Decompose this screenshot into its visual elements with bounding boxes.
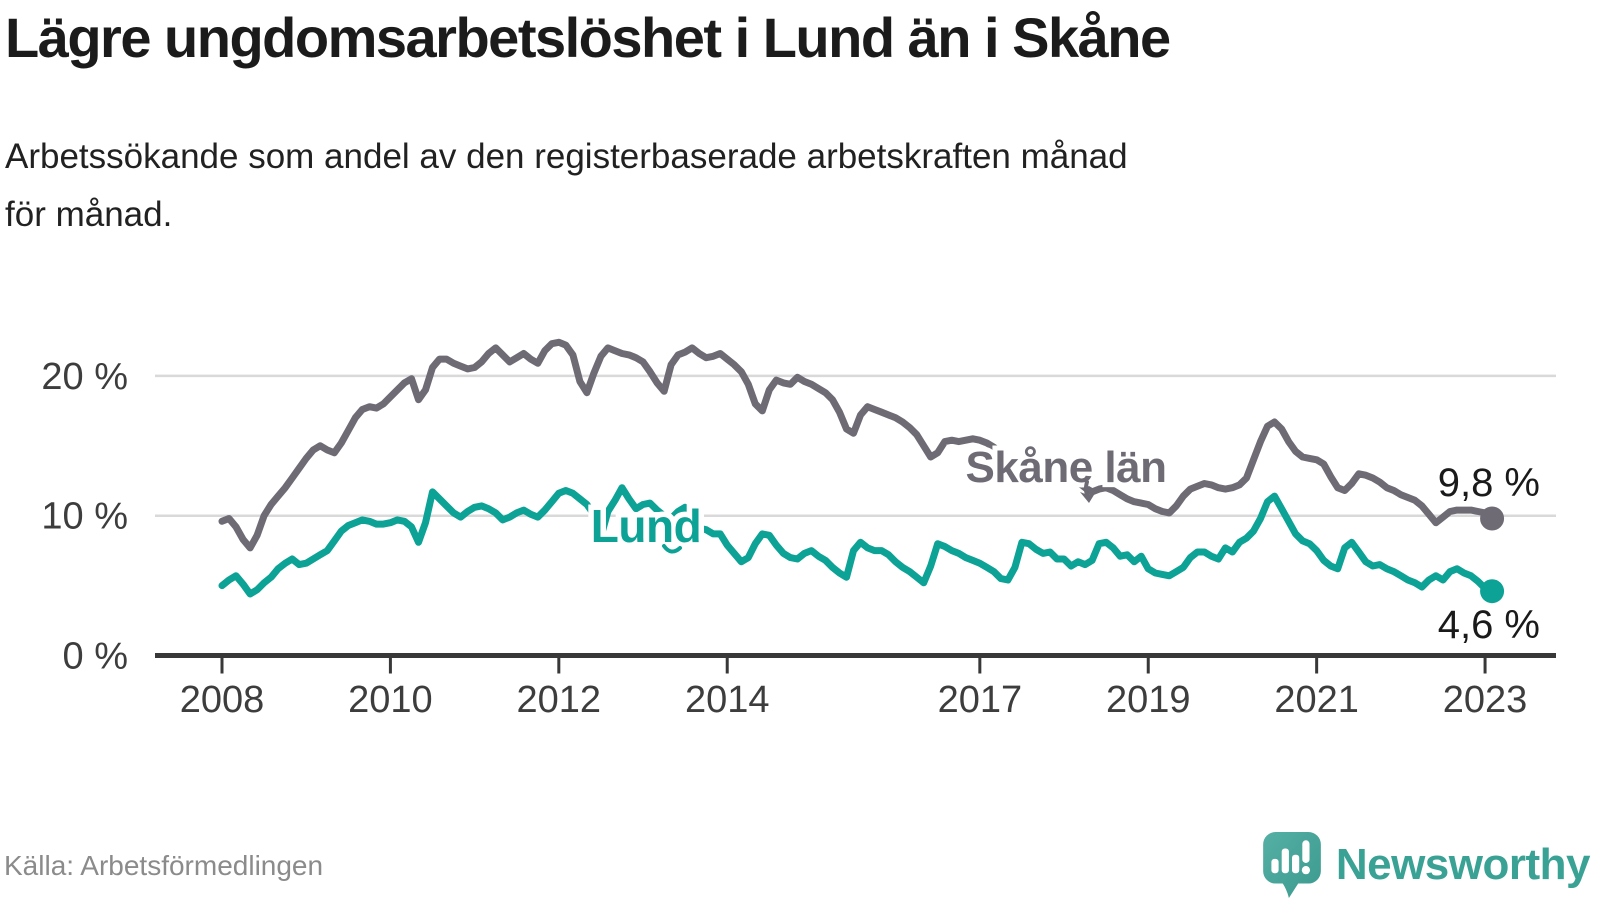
series-line-skane xyxy=(218,338,1496,552)
x-tick-label: 2023 xyxy=(1443,679,1528,721)
skane-label-arrowhead-icon xyxy=(1080,490,1097,503)
y-tick-label: 20 % xyxy=(41,356,128,398)
series-label-lund: Lund xyxy=(591,500,701,552)
series-line-lund xyxy=(218,484,1496,598)
x-tick-label: 2008 xyxy=(180,679,265,721)
bar-icon xyxy=(1291,854,1300,874)
brand-footer: Newsworthy xyxy=(1260,830,1591,900)
exclamation-dot-icon xyxy=(1301,866,1310,875)
x-tick-label: 2010 xyxy=(348,679,433,721)
x-tick-label: 2021 xyxy=(1274,679,1359,721)
brand-wordmark: Newsworthy xyxy=(1335,840,1591,889)
y-tick-label: 0 % xyxy=(63,636,128,678)
end-value-skane: 9,8 % xyxy=(1438,461,1540,505)
subtitle-line-1: Arbetssökande som andel av den registerb… xyxy=(5,137,1128,176)
y-tick-label: 10 % xyxy=(41,496,128,538)
end-value-lund: 4,6 % xyxy=(1438,603,1540,647)
bar-icon xyxy=(1281,848,1289,874)
series-label-skane: Skåne län xyxy=(966,443,1167,492)
lund-label-arrow-icon xyxy=(662,544,682,554)
x-tick-label: 2014 xyxy=(685,679,770,721)
series-layer xyxy=(218,338,1505,604)
x-tick-label: 2019 xyxy=(1106,679,1191,721)
subtitle-line-2: för månad. xyxy=(5,194,173,234)
axis-layer: 0 % 10 % 20 % 2008 2010 2012 2014 2017 2019 2021 2… xyxy=(41,356,1556,721)
end-dot-lund xyxy=(1480,579,1505,604)
source-credit: Källa: Arbetsförmedlingen xyxy=(4,850,324,881)
newsworthy-logo-icon xyxy=(1262,832,1321,898)
end-dot-skane xyxy=(1480,506,1505,531)
chart-subtitle: Arbetssökande som andel av den registerb… xyxy=(5,128,1525,244)
exclamation-bar-icon xyxy=(1302,840,1310,863)
x-tick-label: 2017 xyxy=(938,679,1023,721)
page-title: Lägre ungdomsarbetslöshet i Lund än i Sk… xyxy=(5,6,1171,69)
x-tick-label: 2012 xyxy=(517,679,602,721)
bar-icon xyxy=(1271,858,1279,874)
grid-layer xyxy=(155,374,1556,517)
